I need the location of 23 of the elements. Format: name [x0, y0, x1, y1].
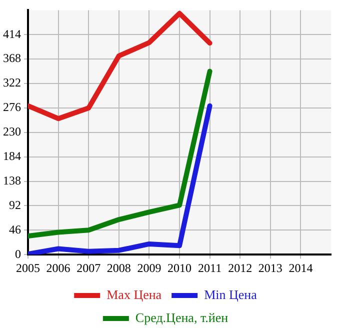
- y-tick-label: 230: [3, 124, 21, 139]
- y-tick-label: 184: [3, 148, 21, 163]
- y-tick-label: 414: [3, 26, 21, 41]
- x-tick-label: 2007: [76, 260, 101, 275]
- legend-label: Сред.Цена, т.йен: [135, 310, 228, 325]
- y-tick-label: 322: [3, 76, 21, 90]
- y-tick-label: 92: [9, 198, 21, 212]
- y-tick-label: 0: [15, 246, 21, 261]
- legend-label: Min Цена: [204, 286, 258, 302]
- x-tick-label: 2006: [46, 260, 70, 275]
- y-tick-label: 46: [9, 222, 21, 236]
- x-tick-label: 2014: [288, 260, 313, 275]
- x-tick-label: 2005: [16, 260, 40, 275]
- legend-label: Max Цена: [106, 286, 162, 302]
- y-tick-label: 368: [3, 51, 21, 66]
- x-tick-label: 2013: [258, 260, 282, 275]
- x-tick-label: 2012: [228, 260, 252, 275]
- x-tick-label: 2011: [198, 260, 222, 275]
- x-tick-label: 2008: [106, 260, 131, 275]
- y-tick-label: 276: [3, 100, 21, 114]
- x-tick-label: 2009: [137, 260, 162, 275]
- x-tick-label: 2010: [168, 260, 192, 275]
- y-tick-label: 138: [3, 173, 21, 188]
